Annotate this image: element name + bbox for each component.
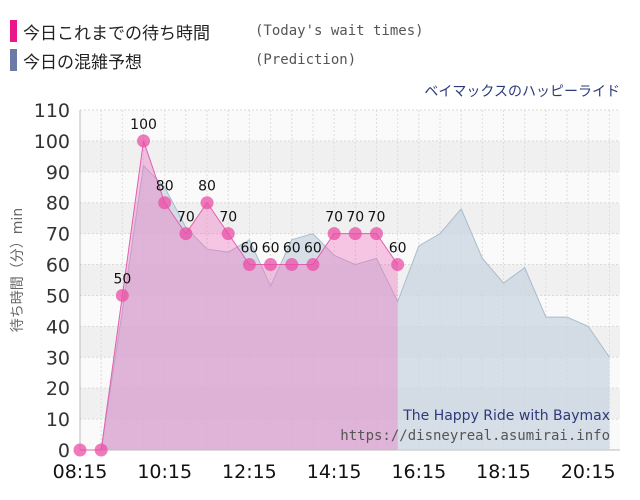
today-data-point	[391, 258, 405, 272]
legend-today-swatch	[10, 20, 17, 42]
x-tick-label: 20:15	[561, 461, 616, 483]
today-data-label: 70	[325, 210, 343, 226]
today-area	[80, 140, 398, 450]
today-data-point	[327, 227, 341, 241]
today-data-label: 70	[177, 210, 195, 226]
x-tick-label: 14:15	[307, 461, 362, 483]
today-data-label: 70	[368, 210, 386, 226]
today-data-label: 60	[283, 241, 301, 257]
today-data-label: 50	[113, 271, 131, 287]
today-data-label: 60	[304, 241, 322, 257]
y-tick-label: 40	[46, 316, 70, 338]
x-tick-label: 08:15	[53, 461, 108, 483]
today-data-label: 70	[346, 210, 364, 226]
y-tick-label: 50	[46, 285, 70, 307]
today-data-label: 60	[240, 241, 258, 257]
y-tick-label: 80	[46, 193, 70, 215]
y-tick-label: 90	[46, 162, 70, 184]
today-data-point	[221, 227, 235, 241]
today-data-point	[348, 227, 362, 241]
y-axis-label: 待ち時間（分）min	[10, 208, 26, 332]
today-data-label: 80	[198, 179, 216, 195]
legend-prediction-label: 今日の混雑予想	[23, 52, 142, 73]
legend-today: 今日これまでの待ち時間 (Today's wait times)	[10, 18, 424, 44]
prediction-area	[80, 165, 610, 451]
today-data-point	[137, 134, 151, 148]
today-data-label: 80	[156, 179, 174, 195]
today-data-point	[306, 258, 320, 272]
x-tick-label: 18:15	[476, 461, 531, 483]
today-data-point	[200, 196, 214, 210]
x-tick-label: 10:15	[137, 461, 192, 483]
today-data-label: 60	[389, 241, 407, 257]
watermark-title: The Happy Ride with Baymax	[402, 408, 610, 424]
today-data-point	[242, 258, 256, 272]
today-line	[80, 140, 399, 451]
today-data-point	[285, 258, 299, 272]
y-tick-label: 100	[34, 131, 70, 153]
today-data-label: 60	[262, 241, 280, 257]
today-data-point	[94, 443, 108, 457]
y-tick-label: 30	[46, 347, 70, 369]
chart-title: ベイマックスのハッピーライド	[424, 84, 620, 100]
prediction-line	[80, 164, 610, 451]
x-tick-label: 16:15	[391, 461, 446, 483]
y-tick-label: 110	[34, 100, 70, 122]
today-data-point	[73, 443, 87, 457]
today-data-point	[264, 258, 278, 272]
y-tick-label: 20	[46, 378, 70, 400]
legend-prediction-swatch	[10, 49, 17, 71]
y-tick-label: 70	[46, 224, 70, 246]
y-tick-label: 10	[46, 409, 70, 431]
today-data-point	[158, 196, 172, 210]
grid-band	[80, 140, 620, 172]
today-data-point	[369, 227, 383, 241]
legend-prediction: 今日の混雑予想 (Prediction)	[10, 47, 356, 73]
y-tick-label: 60	[46, 255, 70, 277]
legend-today-english: (Today's wait times)	[255, 23, 424, 39]
x-tick-label: 12:15	[222, 461, 277, 483]
watermark-url: https://disneyreal.asumirai.info	[340, 428, 610, 444]
today-data-label: 100	[130, 117, 157, 133]
today-data-point	[179, 227, 193, 241]
legend-prediction-english: (Prediction)	[255, 52, 357, 68]
today-data-label: 70	[219, 210, 237, 226]
legend-today-label: 今日これまでの待ち時間	[23, 23, 210, 44]
y-tick-label: 0	[58, 440, 70, 462]
today-data-point	[115, 288, 129, 302]
